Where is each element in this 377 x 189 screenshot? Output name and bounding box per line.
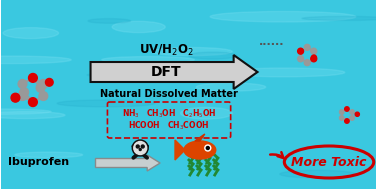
Circle shape bbox=[304, 60, 310, 66]
Circle shape bbox=[39, 92, 48, 100]
Ellipse shape bbox=[184, 141, 216, 159]
Circle shape bbox=[311, 55, 316, 60]
Circle shape bbox=[29, 98, 37, 106]
Ellipse shape bbox=[181, 107, 232, 119]
Circle shape bbox=[297, 56, 303, 62]
Ellipse shape bbox=[222, 68, 345, 77]
Text: More Toxic: More Toxic bbox=[291, 156, 367, 169]
Ellipse shape bbox=[3, 28, 58, 39]
Ellipse shape bbox=[87, 73, 176, 77]
Ellipse shape bbox=[152, 47, 232, 56]
Ellipse shape bbox=[210, 12, 356, 22]
Circle shape bbox=[340, 110, 344, 114]
Text: UV/H$_2$O$_2$: UV/H$_2$O$_2$ bbox=[139, 43, 193, 57]
Text: Natural Dissolved Matter: Natural Dissolved Matter bbox=[100, 89, 238, 99]
Circle shape bbox=[20, 88, 29, 97]
Ellipse shape bbox=[280, 170, 355, 178]
Text: DFT: DFT bbox=[151, 65, 181, 79]
Circle shape bbox=[311, 56, 317, 62]
Text: NH$_3$   CH$_3$OH   C$_2$H$_5$OH: NH$_3$ CH$_3$OH C$_2$H$_5$OH bbox=[122, 108, 216, 120]
Circle shape bbox=[304, 44, 310, 50]
Circle shape bbox=[134, 142, 147, 154]
Circle shape bbox=[39, 80, 48, 88]
FancyArrow shape bbox=[90, 55, 257, 89]
Ellipse shape bbox=[112, 21, 165, 33]
Circle shape bbox=[132, 140, 148, 156]
Text: Ibuprofen: Ibuprofen bbox=[8, 157, 69, 167]
Text: ......: ...... bbox=[259, 37, 284, 47]
Circle shape bbox=[350, 116, 354, 120]
Ellipse shape bbox=[302, 16, 377, 20]
Polygon shape bbox=[175, 140, 185, 160]
Ellipse shape bbox=[196, 83, 266, 91]
Ellipse shape bbox=[188, 52, 237, 59]
Polygon shape bbox=[195, 134, 205, 141]
Circle shape bbox=[311, 48, 317, 54]
Ellipse shape bbox=[0, 56, 71, 64]
Circle shape bbox=[18, 92, 27, 100]
Ellipse shape bbox=[88, 19, 130, 23]
Circle shape bbox=[350, 110, 354, 114]
Circle shape bbox=[36, 83, 45, 92]
Circle shape bbox=[297, 48, 303, 54]
Ellipse shape bbox=[0, 112, 65, 119]
Circle shape bbox=[139, 149, 141, 150]
Circle shape bbox=[46, 78, 53, 86]
FancyArrow shape bbox=[95, 155, 160, 171]
Circle shape bbox=[205, 145, 211, 151]
Text: HCOOH   CH$_3$COOH: HCOOH CH$_3$COOH bbox=[129, 120, 210, 132]
Circle shape bbox=[141, 145, 144, 148]
Circle shape bbox=[29, 74, 37, 82]
Circle shape bbox=[11, 93, 20, 102]
Ellipse shape bbox=[57, 100, 155, 107]
Circle shape bbox=[18, 80, 27, 88]
Circle shape bbox=[345, 119, 349, 123]
Ellipse shape bbox=[0, 109, 51, 114]
Circle shape bbox=[355, 112, 359, 116]
Circle shape bbox=[206, 146, 209, 149]
Circle shape bbox=[345, 107, 349, 111]
Ellipse shape bbox=[15, 152, 83, 158]
Circle shape bbox=[340, 116, 344, 120]
Circle shape bbox=[136, 145, 139, 148]
Ellipse shape bbox=[102, 57, 195, 63]
